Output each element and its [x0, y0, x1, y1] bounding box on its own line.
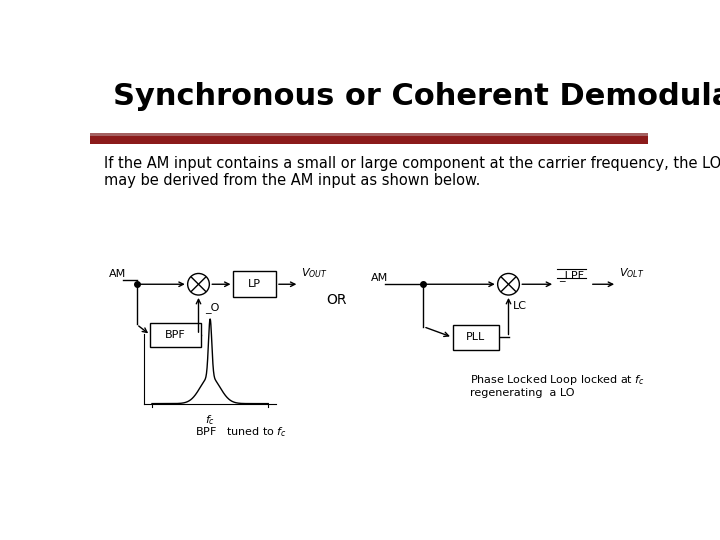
Text: $f_c$: $f_c$ [205, 413, 215, 427]
Text: AM: AM [371, 273, 388, 283]
Text: $V_{OLT}$: $V_{OLT}$ [619, 266, 644, 280]
Text: LP: LP [248, 279, 261, 289]
Text: Phase Locked Loop locked at $f_c$
regenerating  a LO: Phase Locked Loop locked at $f_c$ regene… [469, 373, 644, 399]
Bar [150, 323, 201, 347]
Text: $V_{OUT}$: $V_{OUT}$ [301, 266, 328, 280]
Text: PLL: PLL [467, 333, 485, 342]
Text: OR: OR [326, 293, 347, 307]
Text: If the AM input contains a small or large component at the carrier frequency, th: If the AM input contains a small or larg… [104, 156, 720, 188]
Bar [453, 325, 499, 350]
Text: BPF   tuned to $f_c$: BPF tuned to $f_c$ [194, 425, 287, 439]
Text: AM: AM [109, 269, 127, 279]
Bar [90, 132, 648, 144]
Text: LC: LC [513, 301, 527, 311]
Text: BPF: BPF [166, 330, 186, 340]
Text: _LPF: _LPF [559, 271, 584, 281]
Bar [90, 132, 648, 136]
Text: _O: _O [204, 302, 219, 313]
Text: Synchronous or Coherent Demodulation: Synchronous or Coherent Demodulation [113, 82, 720, 111]
Bar [233, 271, 276, 298]
